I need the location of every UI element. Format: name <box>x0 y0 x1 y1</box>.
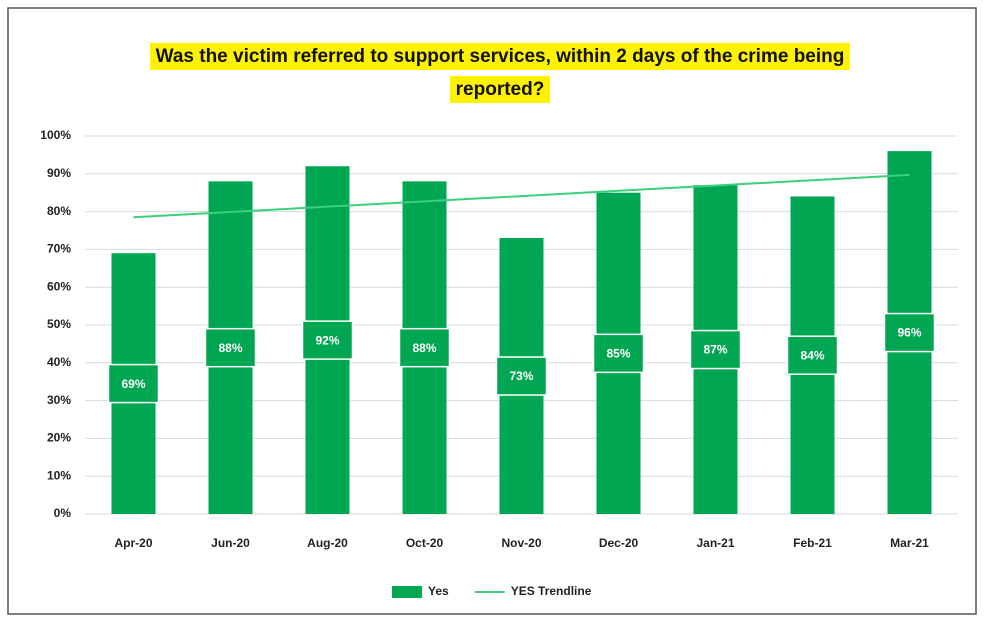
chart-title-box: Was the victim referred to support servi… <box>110 40 890 106</box>
y-tick-label: 100% <box>40 128 71 142</box>
data-label-box <box>301 320 354 360</box>
data-label-box <box>107 363 160 404</box>
data-label: 88% <box>412 341 436 355</box>
y-tick-label: 0% <box>54 506 72 520</box>
data-label-box <box>398 327 451 368</box>
y-tick-label: 40% <box>47 355 71 369</box>
y-tick-label: 60% <box>47 279 71 293</box>
legend-label: Yes <box>428 584 449 598</box>
x-tick-label: Mar-21 <box>890 536 929 550</box>
y-tick-label: 80% <box>47 204 71 218</box>
y-tick-label: 30% <box>47 393 71 407</box>
legend-label: YES Trendline <box>511 584 592 598</box>
x-tick-label: Oct-20 <box>406 536 444 550</box>
data-label: 88% <box>218 341 242 355</box>
data-label-box <box>592 333 645 374</box>
x-tick-label: Feb-21 <box>793 536 832 550</box>
data-label-box <box>495 356 548 396</box>
data-label: 92% <box>315 333 339 347</box>
data-label: 85% <box>606 347 630 361</box>
x-tick-label: Dec-20 <box>599 536 639 550</box>
y-tick-label: 50% <box>47 317 71 331</box>
x-tick-label: Jan-21 <box>696 536 734 550</box>
x-tick-label: Aug-20 <box>307 536 348 550</box>
y-tick-label: 10% <box>47 468 71 482</box>
data-label: 87% <box>703 343 727 357</box>
data-label: 84% <box>800 348 824 362</box>
x-tick-label: Jun-20 <box>211 536 250 550</box>
y-tick-label: 20% <box>47 431 71 445</box>
data-label-box <box>689 329 742 370</box>
data-label-box <box>204 327 257 368</box>
data-label: 96% <box>897 326 921 340</box>
chart-title: Was the victim referred to support servi… <box>149 43 851 103</box>
data-label-box <box>883 312 936 353</box>
data-label: 69% <box>121 377 145 391</box>
y-tick-label: 70% <box>47 242 71 256</box>
data-label: 73% <box>509 369 533 383</box>
trendline <box>133 173 910 219</box>
x-tick-label: Nov-20 <box>501 536 541 550</box>
y-tick-label: 90% <box>47 166 71 180</box>
data-label-box <box>786 335 839 375</box>
x-tick-label: Apr-20 <box>114 536 152 550</box>
legend-swatch <box>392 586 422 598</box>
